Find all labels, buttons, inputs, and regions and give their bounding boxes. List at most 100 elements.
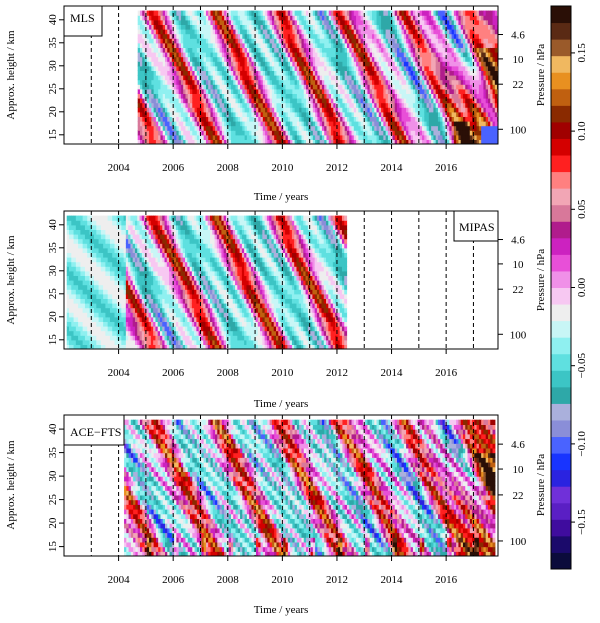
heatmap-cell — [244, 33, 248, 39]
heatmap-cell — [174, 98, 177, 104]
heatmap-cell — [278, 134, 282, 140]
heatmap-cell — [84, 298, 88, 304]
heatmap-cell — [481, 139, 485, 144]
heatmap-cell — [249, 65, 253, 71]
heatmap-cell — [287, 65, 291, 71]
heatmap-cell — [369, 42, 373, 48]
heatmap-cell — [356, 15, 359, 21]
heatmap-cell — [460, 52, 464, 58]
heatmap-cell — [73, 247, 77, 253]
heatmap-cell — [442, 130, 446, 136]
heatmap-cell — [82, 280, 86, 286]
heatmap-cell — [442, 70, 446, 76]
heatmap-cell — [469, 15, 473, 21]
heatmap-cell — [153, 24, 157, 30]
heatmap-cell — [353, 88, 357, 94]
heatmap-cell — [265, 47, 268, 53]
heatmap-cell — [169, 10, 173, 16]
heatmap-cell — [151, 84, 155, 90]
heatmap-cell — [383, 52, 387, 58]
heatmap-cell — [337, 10, 341, 16]
heatmap-cell — [226, 15, 230, 21]
heatmap-cell — [201, 134, 205, 140]
heatmap-cell — [187, 56, 191, 62]
heatmap-cell — [203, 84, 207, 90]
heatmap-cell — [449, 102, 453, 108]
heatmap-cell — [251, 98, 255, 104]
heatmap-cell — [228, 107, 232, 113]
heatmap-cell — [478, 93, 482, 99]
heatmap-cell — [412, 88, 416, 94]
heatmap-cell — [230, 65, 234, 71]
heatmap-cell — [265, 29, 268, 35]
heatmap-cell — [419, 107, 423, 113]
heatmap-cell — [371, 15, 375, 21]
heatmap-cell — [258, 19, 262, 25]
heatmap-cell — [294, 116, 298, 122]
heatmap-cell — [319, 107, 323, 113]
plot-frame — [63, 5, 499, 145]
heatmap-cell — [178, 10, 182, 16]
heatmap-cell — [253, 93, 257, 99]
heatmap-cell — [422, 10, 425, 16]
heatmap-cell — [374, 56, 378, 62]
heatmap-cell — [312, 70, 316, 76]
heatmap-cell — [233, 93, 237, 99]
heatmap-cell — [422, 88, 425, 94]
heatmap-cell — [447, 139, 450, 144]
heatmap-cell — [82, 215, 86, 221]
heatmap-cell — [428, 56, 432, 62]
heatmap-cell — [317, 75, 321, 81]
heatmap-cell — [328, 93, 332, 99]
heatmap-cell — [73, 284, 77, 290]
heatmap-cell — [215, 19, 218, 25]
heatmap-cell — [260, 111, 264, 117]
heatmap-cell — [462, 88, 466, 94]
heatmap-cell — [435, 125, 439, 131]
heatmap-cell — [387, 47, 391, 53]
heatmap-cell — [194, 15, 198, 21]
heatmap-cell — [469, 42, 473, 48]
heatmap-cell — [215, 29, 218, 35]
heatmap-cell — [371, 38, 375, 44]
heatmap-cell — [331, 19, 334, 25]
heatmap-cell — [337, 107, 341, 113]
heatmap-cell — [415, 116, 419, 122]
heatmap-cell — [299, 107, 303, 113]
heatmap-cell — [290, 107, 293, 113]
heatmap-cell — [242, 19, 246, 25]
heatmap-cell — [292, 33, 296, 39]
heatmap-cell — [365, 88, 369, 94]
heatmap-cell — [451, 52, 455, 58]
heatmap-cell — [376, 88, 380, 94]
heatmap-cell — [383, 15, 387, 21]
heatmap-cell — [451, 130, 455, 136]
heatmap-cell — [215, 121, 218, 127]
heatmap-cell — [219, 24, 223, 30]
heatmap-cell — [397, 134, 400, 140]
heatmap-cell — [153, 47, 157, 53]
heatmap-cell — [301, 38, 305, 44]
heatmap-cell — [449, 29, 453, 35]
heatmap-cell — [290, 116, 293, 122]
heatmap-cell — [333, 70, 337, 76]
heatmap-cell — [281, 107, 284, 113]
heatmap-cell — [260, 139, 264, 144]
heatmap-cell — [73, 298, 77, 304]
heatmap-cell — [149, 139, 152, 144]
heatmap-cell — [419, 56, 423, 62]
heatmap-cell — [462, 121, 466, 127]
heatmap-cell — [228, 134, 232, 140]
heatmap-cell — [392, 88, 396, 94]
heatmap-cell — [476, 107, 480, 113]
heatmap-cell — [160, 130, 164, 136]
heatmap-cell — [317, 134, 321, 140]
heatmap-cell — [217, 107, 221, 113]
heatmap-cell — [351, 116, 355, 122]
heatmap-cell — [374, 70, 378, 76]
heatmap-cell — [490, 111, 494, 117]
heatmap-cell — [390, 15, 394, 21]
heatmap-cell — [178, 24, 182, 30]
heatmap-cell — [69, 284, 72, 290]
heatmap-cell — [146, 134, 150, 140]
